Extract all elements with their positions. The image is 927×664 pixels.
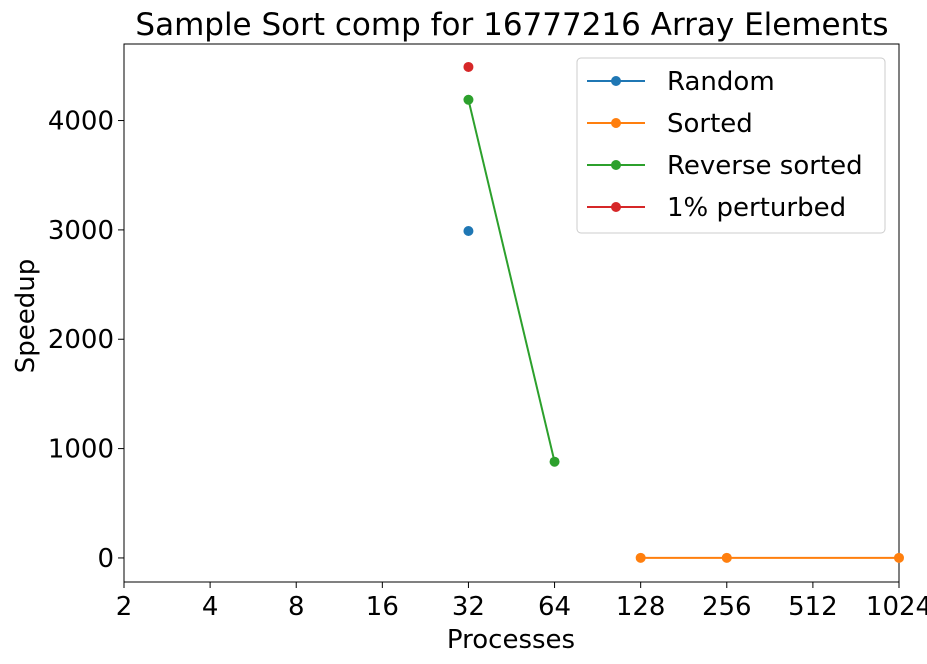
series-group [463, 61, 904, 563]
x-tick-label: 8 [288, 592, 305, 622]
legend-marker-sorted [611, 118, 621, 128]
x-tick-label: 512 [788, 592, 838, 622]
series-sorted [635, 552, 904, 563]
legend-box [576, 57, 886, 234]
y-tick-label: 1000 [48, 435, 114, 465]
legend-marker-reverse-sorted [611, 160, 621, 170]
data-point-sorted [894, 552, 904, 563]
x-axis-label: Processes [447, 625, 575, 655]
plot-frame [123, 43, 900, 583]
legend-label-random: Random [667, 67, 775, 97]
data-point-reverse-sorted [463, 94, 474, 105]
data-point-sorted [635, 552, 646, 563]
legend-label-1-perturbed: 1% perturbed [667, 193, 846, 223]
x-tick-label: 16 [366, 592, 399, 622]
legend-marker-1-perturbed [611, 202, 621, 212]
legend: Random Sorted Reverse sorted 1% perturbed [576, 57, 886, 234]
legend-label-reverse-sorted: Reverse sorted [667, 151, 863, 181]
axis-ticks: 2 4 8 16 32 64 128 256 512 1024 0 1000 2000 3000 4000 [48, 107, 927, 622]
data-point-reverse-sorted [549, 456, 560, 467]
series-line-reverse-sorted [467, 99, 556, 462]
y-tick-label: 4000 [48, 107, 114, 137]
x-tick-label: 128 [616, 592, 666, 622]
x-tick-label: 64 [538, 592, 571, 622]
y-tick-label: 3000 [48, 216, 114, 246]
series-random [463, 225, 474, 236]
chart-title: Sample Sort comp for 16777216 Array Elem… [135, 7, 888, 43]
x-tick-label: 4 [202, 592, 219, 622]
series-1-perturbed [463, 61, 474, 72]
y-tick-label: 2000 [48, 325, 114, 355]
x-tick-label: 2 [116, 592, 133, 622]
y-axis-label: Speedup [11, 259, 41, 374]
y-tick-label: 0 [97, 544, 114, 574]
x-tick-label: 32 [452, 592, 485, 622]
data-point-1-perturbed [463, 61, 474, 72]
legend-label-sorted: Sorted [667, 109, 753, 139]
data-point-random [463, 225, 474, 236]
x-tick-label: 1024 [866, 592, 927, 622]
data-point-sorted [721, 552, 732, 563]
legend-marker-random [611, 76, 621, 86]
plot-area [123, 43, 900, 583]
x-tick-label: 256 [702, 592, 752, 622]
series-reverse-sorted [463, 94, 560, 467]
